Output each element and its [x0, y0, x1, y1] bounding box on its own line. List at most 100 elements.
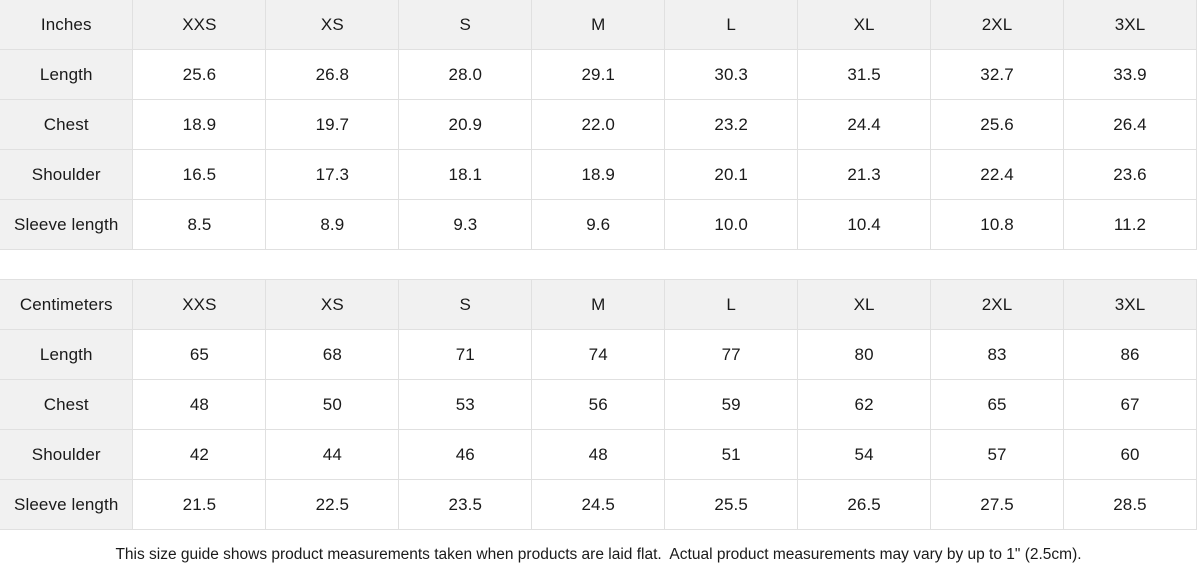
size-column-header: 3XL: [1063, 0, 1197, 50]
measurement-value-cell: 10.8: [930, 199, 1064, 250]
size-column-header: M: [531, 279, 666, 330]
size-column-header: XXS: [132, 279, 267, 330]
measurement-value-cell: 10.4: [797, 199, 932, 250]
measurement-value-cell: 29.1: [531, 49, 666, 100]
measurement-row: Shoulder 16.5 17.3 18.1 18.9 20.1 21.3 22.4 23.6: [0, 149, 1197, 200]
measurement-label-cell: Shoulder: [0, 149, 134, 200]
measurement-row: Chest 48 50 53 56 59 62 65 67: [0, 379, 1197, 430]
size-column-header: M: [531, 0, 666, 50]
measurement-value-cell: 42: [132, 429, 267, 480]
measurement-label-cell: Shoulder: [0, 429, 134, 480]
measurement-value-cell: 25.5: [664, 479, 799, 530]
measurement-value-cell: 21.3: [797, 149, 932, 200]
measurement-value-cell: 26.5: [797, 479, 932, 530]
measurement-value-cell: 16.5: [132, 149, 267, 200]
measurement-value-cell: 19.7: [265, 99, 400, 150]
measurement-value-cell: 17.3: [265, 149, 400, 200]
measurement-value-cell: 21.5: [132, 479, 267, 530]
measurement-value-cell: 77: [664, 329, 799, 380]
measurement-value-cell: 57: [930, 429, 1064, 480]
measurement-label-cell: Length: [0, 329, 134, 380]
measurement-value-cell: 20.9: [398, 99, 533, 150]
measurement-value-cell: 26.8: [265, 49, 400, 100]
size-column-header: XL: [797, 279, 932, 330]
measurement-value-cell: 74: [531, 329, 666, 380]
measurement-value-cell: 18.9: [132, 99, 267, 150]
measurement-label-cell: Chest: [0, 379, 134, 430]
size-column-header: 2XL: [930, 279, 1064, 330]
measurement-value-cell: 48: [531, 429, 666, 480]
size-column-header: XS: [265, 0, 400, 50]
measurement-value-cell: 50: [265, 379, 400, 430]
size-column-header: S: [398, 279, 533, 330]
measurement-label-cell: Chest: [0, 99, 134, 150]
measurement-value-cell: 24.5: [531, 479, 666, 530]
size-column-header: XL: [797, 0, 932, 50]
measurement-label-cell: Length: [0, 49, 134, 100]
measurement-value-cell: 83: [930, 329, 1064, 380]
measurement-row: Sleeve length 8.5 8.9 9.3 9.6 10.0 10.4 10.8 11.…: [0, 199, 1197, 250]
measurement-value-cell: 25.6: [132, 49, 267, 100]
measurement-value-cell: 24.4: [797, 99, 932, 150]
measurement-label-cell: Sleeve length: [0, 199, 134, 250]
measurement-row: Sleeve length 21.5 22.5 23.5 24.5 25.5 26.5 27.…: [0, 479, 1197, 530]
measurement-value-cell: 27.5: [930, 479, 1064, 530]
measurement-value-cell: 9.6: [531, 199, 666, 250]
measurement-value-cell: 10.0: [664, 199, 799, 250]
measurement-value-cell: 44: [265, 429, 400, 480]
measurement-value-cell: 56: [531, 379, 666, 430]
measurement-value-cell: 51: [664, 429, 799, 480]
unit-label-cell: Centimeters: [0, 279, 134, 330]
size-header-row: Centimeters XXS XS S M L XL 2XL 3XL: [0, 279, 1197, 330]
measurement-value-cell: 23.2: [664, 99, 799, 150]
measurement-value-cell: 20.1: [664, 149, 799, 200]
measurement-value-cell: 25.6: [930, 99, 1064, 150]
centimeters-size-table: Centimeters XXS XS S M L XL 2XL 3XL Length 65 68 71 7…: [0, 279, 1197, 530]
measurement-value-cell: 65: [930, 379, 1064, 430]
measurement-value-cell: 86: [1063, 329, 1197, 380]
size-column-header: 2XL: [930, 0, 1064, 50]
measurement-value-cell: 48: [132, 379, 267, 430]
measurement-value-cell: 46: [398, 429, 533, 480]
measurement-row: Length 65 68 71 74 77 80 83 86: [0, 329, 1197, 380]
size-column-header: S: [398, 0, 533, 50]
table-spacer: [0, 250, 1197, 279]
measurement-value-cell: 32.7: [930, 49, 1064, 100]
size-column-header: XS: [265, 279, 400, 330]
measurement-value-cell: 28.5: [1063, 479, 1197, 530]
size-header-row: Inches XXS XS S M L XL 2XL 3XL: [0, 0, 1197, 50]
measurement-value-cell: 22.0: [531, 99, 666, 150]
measurement-value-cell: 23.6: [1063, 149, 1197, 200]
measurement-label-cell: Sleeve length: [0, 479, 134, 530]
measurement-row: Shoulder 42 44 46 48 51 54 57 60: [0, 429, 1197, 480]
measurement-value-cell: 59: [664, 379, 799, 430]
measurement-value-cell: 71: [398, 329, 533, 380]
measurement-value-cell: 22.5: [265, 479, 400, 530]
measurement-value-cell: 8.9: [265, 199, 400, 250]
measurement-value-cell: 53: [398, 379, 533, 430]
measurement-value-cell: 62: [797, 379, 932, 430]
unit-label-cell: Inches: [0, 0, 134, 50]
measurement-value-cell: 30.3: [664, 49, 799, 100]
measurement-value-cell: 8.5: [132, 199, 267, 250]
measurement-value-cell: 18.9: [531, 149, 666, 200]
measurement-value-cell: 80: [797, 329, 932, 380]
size-guide-footnote: This size guide shows product measuremen…: [0, 530, 1197, 579]
measurement-row: Chest 18.9 19.7 20.9 22.0 23.2 24.4 25.6 26.4: [0, 99, 1197, 150]
measurement-value-cell: 18.1: [398, 149, 533, 200]
measurement-value-cell: 11.2: [1063, 199, 1197, 250]
measurement-value-cell: 67: [1063, 379, 1197, 430]
measurement-value-cell: 65: [132, 329, 267, 380]
size-column-header: L: [664, 0, 799, 50]
measurement-value-cell: 54: [797, 429, 932, 480]
measurement-value-cell: 33.9: [1063, 49, 1197, 100]
measurement-value-cell: 68: [265, 329, 400, 380]
measurement-value-cell: 26.4: [1063, 99, 1197, 150]
measurement-value-cell: 31.5: [797, 49, 932, 100]
size-column-header: 3XL: [1063, 279, 1197, 330]
size-column-header: XXS: [132, 0, 267, 50]
measurement-value-cell: 22.4: [930, 149, 1064, 200]
measurement-value-cell: 9.3: [398, 199, 533, 250]
size-column-header: L: [664, 279, 799, 330]
